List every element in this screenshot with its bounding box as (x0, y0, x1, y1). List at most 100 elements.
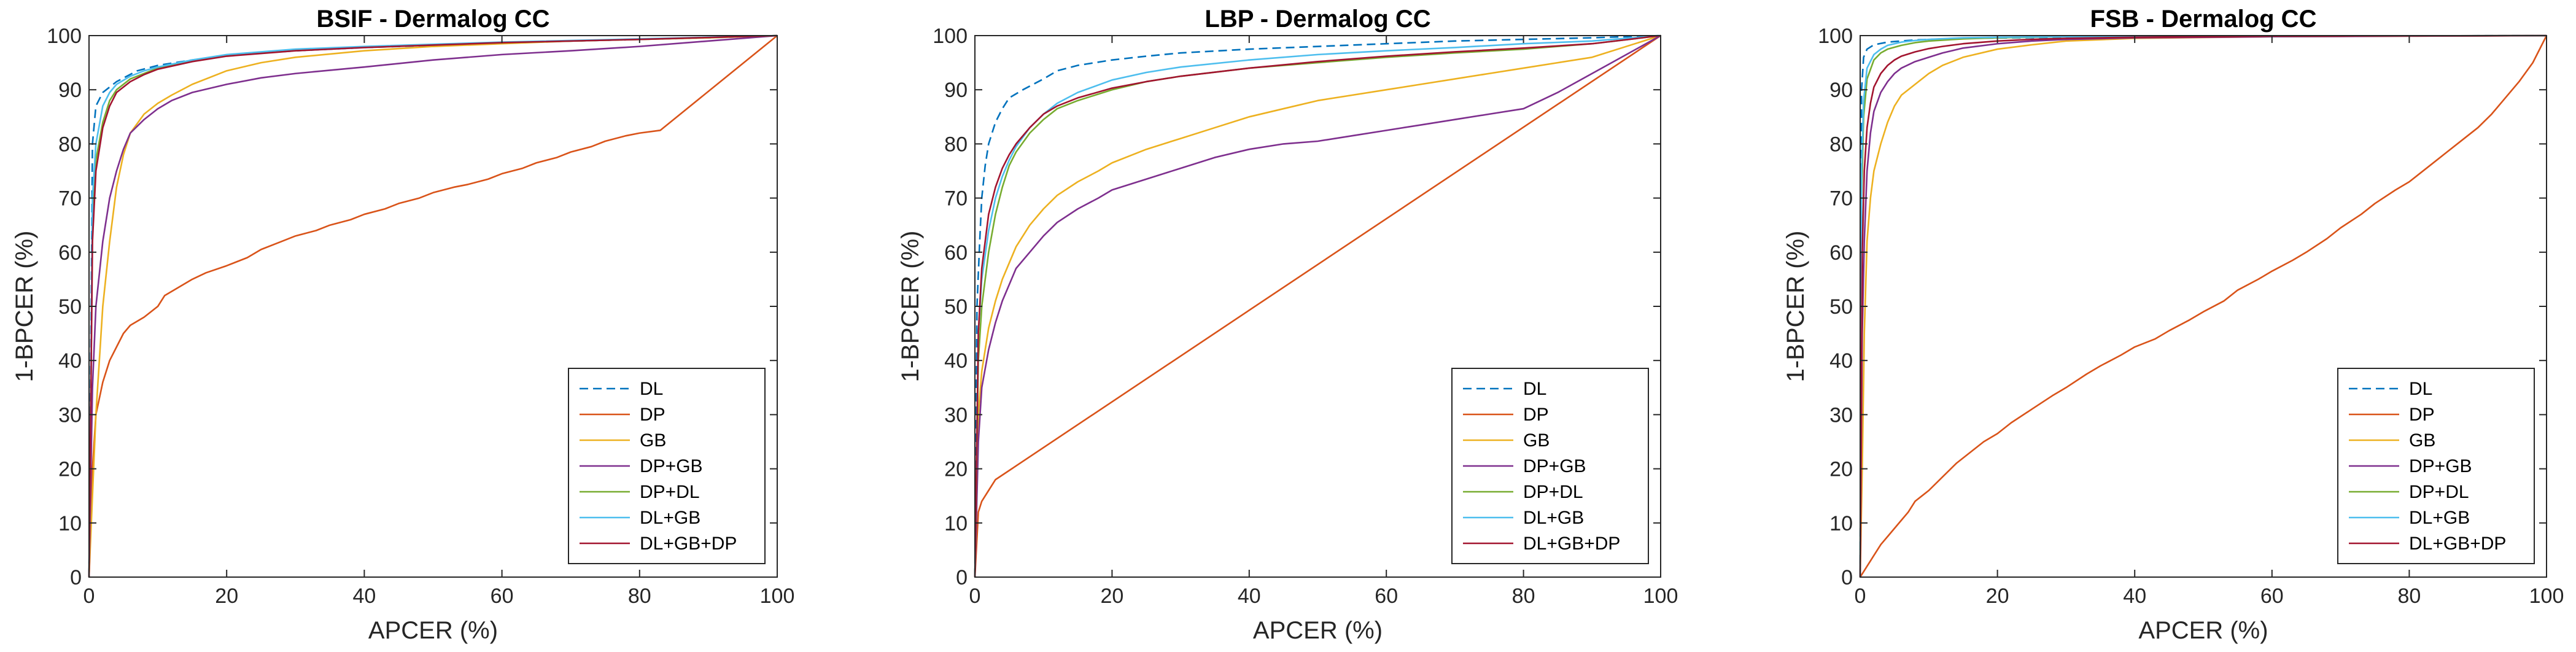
y-axis-label: 1-BPCER (%) (1782, 231, 1809, 382)
x-axis-label: APCER (%) (1253, 617, 1383, 644)
legend-label-dp: DP (2409, 405, 2435, 425)
y-tick-label: 60 (1829, 241, 1853, 265)
x-tick-label: 40 (2123, 584, 2146, 608)
legend-label-dp-dl: DP+DL (640, 482, 700, 502)
legend-label-dp: DP (640, 405, 665, 425)
series-line-dl-gb-dp (88, 34, 778, 578)
y-tick-label: 0 (70, 566, 82, 589)
x-tick-label: 0 (1855, 584, 1866, 608)
y-axis-label: 1-BPCER (%) (897, 231, 924, 382)
y-tick-label: 60 (944, 241, 968, 265)
legend-label-gb: GB (640, 430, 666, 451)
legend-label-dp-dl: DP+DL (2409, 482, 2469, 502)
x-tick-label: 40 (1238, 584, 1261, 608)
series-line-dl-gb-dp (1859, 34, 2547, 578)
y-tick-label: 90 (1829, 79, 1853, 102)
y-tick-label: 20 (58, 458, 82, 481)
legend-label-dl-gb: DL+GB (1523, 508, 1584, 528)
chart-title: LBP - Dermalog CC (1205, 6, 1430, 33)
series-line-dl-gb (974, 34, 1661, 578)
chart-title: FSB - Dermalog CC (2090, 6, 2317, 33)
x-axis-label: APCER (%) (2138, 617, 2268, 644)
y-tick-label: 10 (944, 512, 968, 535)
legend-label-dp-gb: DP+GB (2409, 456, 2472, 476)
series-line-gb (1859, 34, 2547, 578)
y-tick-label: 100 (933, 25, 968, 48)
legend-label-dp: DP (1523, 405, 1549, 425)
y-tick-label: 30 (1829, 403, 1853, 427)
x-tick-label: 60 (2260, 584, 2284, 608)
y-tick-label: 10 (1829, 512, 1853, 535)
legend-label-dp-dl: DP+DL (1523, 482, 1583, 502)
x-tick-label: 80 (628, 584, 651, 608)
x-tick-label: 0 (83, 584, 95, 608)
y-tick-label: 50 (58, 295, 82, 319)
y-tick-label: 80 (58, 133, 82, 156)
series-line-dp-gb (88, 34, 778, 578)
y-tick-label: 40 (58, 349, 82, 373)
x-tick-label: 40 (352, 584, 376, 608)
legend: DL DP GB DP+GB DP+DL DL+GB DL+GB+DP (568, 368, 766, 564)
series-line-gb (974, 34, 1661, 578)
legend-label-gb: GB (2409, 430, 2435, 451)
x-tick-label: 100 (760, 584, 795, 608)
y-tick-label: 40 (944, 349, 968, 373)
y-tick-label: 40 (1829, 349, 1853, 373)
chart-panel-3: 0 20 40 60 80 100 0 10 20 30 40 50 60 70 80 90 100 FSB - … (1782, 6, 2564, 644)
y-tick-label: 80 (944, 133, 968, 156)
y-tick-label: 50 (944, 295, 968, 319)
y-tick-label: 30 (944, 403, 968, 427)
series-line-dp-dl (974, 34, 1661, 578)
legend-label-dl-gb: DL+GB (2409, 508, 2470, 528)
y-tick-label: 30 (58, 403, 82, 427)
x-tick-label: 100 (2529, 584, 2564, 608)
y-tick-label: 50 (1829, 295, 1853, 319)
legend-label-gb: GB (1523, 430, 1550, 451)
x-tick-label: 60 (1375, 584, 1398, 608)
y-tick-label: 70 (944, 187, 968, 211)
y-tick-label: 100 (47, 25, 82, 48)
y-tick-label: 20 (944, 458, 968, 481)
x-tick-label: 100 (1643, 584, 1678, 608)
legend-label-dl: DL (2409, 379, 2432, 399)
y-tick-label: 100 (1818, 25, 1853, 48)
legend: DL DP GB DP+GB DP+DL DL+GB DL+GB+DP (1451, 368, 1649, 564)
series-line-dl (974, 34, 1661, 578)
chart-panel-1: 0 20 40 60 80 100 0 10 20 30 40 50 60 70 80 90 100 BSIF -… (11, 6, 794, 644)
legend-label-dl: DL (1523, 379, 1546, 399)
chart-panel-2: 0 20 40 60 80 100 0 10 20 30 40 50 60 70 80 90 100 LBP - … (897, 6, 1678, 644)
x-tick-label: 80 (1512, 584, 1535, 608)
legend-label-dl-gb-dp: DL+GB+DP (1523, 534, 1620, 554)
y-axis-label: 1-BPCER (%) (11, 231, 38, 382)
series-line-dp (1859, 35, 2548, 578)
y-tick-label: 0 (956, 566, 968, 589)
y-tick-label: 70 (58, 187, 82, 211)
chart-title: BSIF - Dermalog CC (316, 6, 549, 33)
legend-label-dl-gb: DL+GB (640, 508, 700, 528)
series-line-dp-gb (974, 34, 1661, 578)
x-tick-label: 60 (491, 584, 514, 608)
legend-label-dl-gb-dp: DL+GB+DP (640, 534, 737, 554)
legend-label-dl: DL (640, 379, 663, 399)
legend-label-dp-gb: DP+GB (640, 456, 703, 476)
series-line-dp (88, 34, 778, 578)
x-tick-label: 80 (2397, 584, 2421, 608)
x-tick-label: 20 (215, 584, 238, 608)
legend-label-dp-gb: DP+GB (1523, 456, 1586, 476)
series-line-dl-gb-dp (974, 34, 1661, 578)
x-tick-label: 0 (969, 584, 981, 608)
y-tick-label: 0 (1841, 566, 1853, 589)
y-tick-label: 80 (1829, 133, 1853, 156)
y-tick-label: 90 (944, 79, 968, 102)
y-tick-label: 60 (58, 241, 82, 265)
y-tick-label: 20 (1829, 458, 1853, 481)
legend-label-dl-gb-dp: DL+GB+DP (2409, 534, 2506, 554)
x-tick-label: 20 (1986, 584, 2009, 608)
y-tick-label: 70 (1829, 187, 1853, 211)
x-tick-label: 20 (1100, 584, 1123, 608)
series-line-dl-gb (88, 34, 778, 578)
y-tick-label: 10 (58, 512, 82, 535)
y-tick-label: 90 (58, 79, 82, 102)
x-axis-label: APCER (%) (368, 617, 498, 644)
